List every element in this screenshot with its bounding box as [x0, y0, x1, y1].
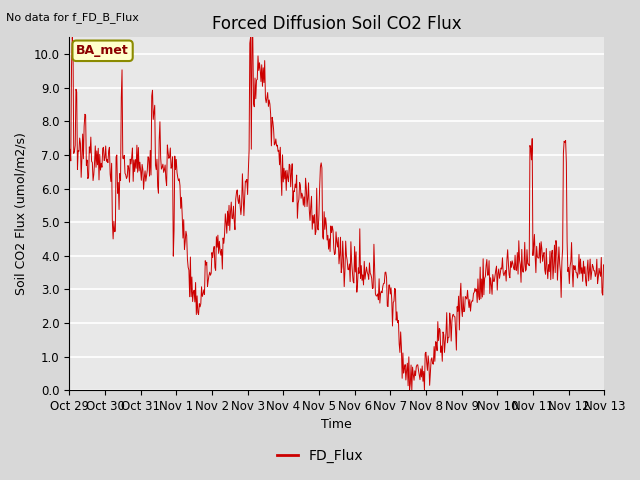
Y-axis label: Soil CO2 Flux (umol/m2/s): Soil CO2 Flux (umol/m2/s): [15, 132, 28, 295]
Title: Forced Diffusion Soil CO2 Flux: Forced Diffusion Soil CO2 Flux: [212, 15, 461, 33]
Legend: FD_Flux: FD_Flux: [271, 443, 369, 468]
Text: No data for f_FD_B_Flux: No data for f_FD_B_Flux: [6, 12, 140, 23]
X-axis label: Time: Time: [321, 419, 352, 432]
Text: BA_met: BA_met: [76, 44, 129, 57]
